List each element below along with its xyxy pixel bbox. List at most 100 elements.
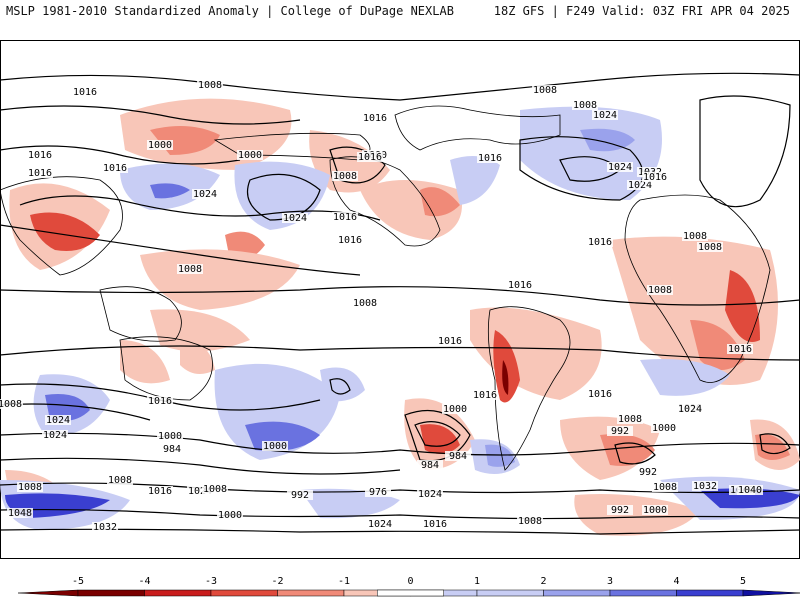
isobar-label: 1024 bbox=[283, 213, 307, 224]
isobar-label-bg bbox=[697, 242, 723, 252]
isobar bbox=[329, 146, 386, 184]
coastlines bbox=[0, 105, 771, 471]
isobar-label-bg bbox=[642, 505, 668, 515]
colorbar-tick-label: -2 bbox=[271, 576, 283, 587]
isobar-label-bg bbox=[517, 516, 543, 526]
isobar-label: 1024 bbox=[43, 430, 67, 441]
isobar-label-bg bbox=[422, 519, 448, 529]
colorbar-tick-label: 1 bbox=[474, 576, 480, 587]
isobar-label-bg bbox=[217, 510, 243, 520]
isobar-label-bg bbox=[187, 486, 213, 496]
isobar-label-bg bbox=[17, 482, 43, 492]
isobar-label: 1024 bbox=[188, 486, 212, 497]
coastline bbox=[119, 336, 213, 401]
isobar-label: 1016 bbox=[358, 152, 382, 163]
isobar-label-bg bbox=[92, 522, 118, 532]
isobar-label: 984 bbox=[163, 444, 181, 455]
isobar bbox=[759, 433, 791, 455]
isobar-label: 984 bbox=[421, 460, 439, 471]
isobar bbox=[0, 457, 401, 475]
isobar-label-bg bbox=[472, 390, 498, 400]
isobar bbox=[699, 95, 791, 208]
anomaly-region bbox=[502, 360, 509, 395]
isobar-label: 1016 bbox=[588, 237, 612, 248]
isobar-label: 1000 bbox=[148, 140, 172, 151]
isobar-label-bg bbox=[177, 264, 203, 274]
anomaly-region bbox=[150, 309, 250, 352]
anomaly-region bbox=[420, 424, 460, 454]
anomaly-region bbox=[320, 367, 365, 402]
colorbar-bin bbox=[676, 589, 744, 597]
coastline bbox=[329, 156, 441, 247]
isobar-label-bg bbox=[72, 87, 98, 97]
isobar-label: 1000 bbox=[238, 150, 262, 161]
isobar-label-bg bbox=[27, 168, 53, 178]
isobar-label-bg bbox=[102, 163, 128, 173]
isobar-label-bg bbox=[42, 430, 68, 440]
isobar-label: 1008 bbox=[198, 80, 222, 91]
isobar bbox=[414, 421, 461, 447]
isobar-label: 1016 bbox=[423, 519, 447, 530]
colorbar-bin bbox=[476, 589, 544, 597]
isobar-label: 1024 bbox=[418, 489, 442, 500]
coastline bbox=[99, 286, 182, 342]
isobar-label: 1008 bbox=[618, 414, 642, 425]
isobar-label-bg bbox=[445, 451, 471, 461]
isobar bbox=[0, 482, 800, 494]
isobar-label: 992 bbox=[291, 490, 309, 501]
isobar-label-bg bbox=[737, 485, 763, 495]
isobar-label-bg bbox=[282, 213, 308, 223]
isobar bbox=[0, 345, 800, 361]
isobar-label: 984 bbox=[449, 451, 467, 462]
anomaly-region bbox=[485, 444, 515, 467]
isobar-label: 1000 bbox=[158, 431, 182, 442]
isobar bbox=[0, 508, 800, 520]
isobar-label: 1016 bbox=[73, 87, 97, 98]
isobar-label: 1008 bbox=[683, 231, 707, 242]
isobar-label: 1016 bbox=[28, 150, 52, 161]
model-run-info: 18Z GFS | F249 Valid: 03Z FRI APR 04 202… bbox=[493, 4, 790, 18]
isobar-labels: 1016 1008 1016 1016 1016 1016 1008 1000 1000 1000… bbox=[0, 80, 763, 533]
isobar-label: 992 bbox=[639, 467, 657, 478]
anomaly-region bbox=[45, 394, 90, 422]
isobar-label: 1016 bbox=[473, 390, 497, 401]
isobar-label-bg bbox=[107, 475, 133, 485]
isobar-label: 1000 bbox=[263, 441, 287, 452]
isobar-label-bg bbox=[197, 80, 223, 90]
isobar-label: 1024 bbox=[193, 189, 217, 200]
isobar-label-bg bbox=[682, 231, 708, 241]
isobar-label: 976 bbox=[369, 487, 387, 498]
isobar-label-bg bbox=[147, 396, 173, 406]
isobar-label: 1016 bbox=[438, 336, 462, 347]
isobar-label-bg bbox=[507, 280, 533, 290]
isobar-label: 1024 bbox=[678, 404, 702, 415]
isobar-label-bg bbox=[337, 235, 363, 245]
isobar-label: 1008 bbox=[108, 475, 132, 486]
isobar-label: 1000 bbox=[652, 423, 676, 434]
isobar-label-bg bbox=[587, 237, 613, 247]
isobar-label-bg bbox=[157, 431, 183, 441]
isobar-label: 1024 bbox=[628, 180, 652, 191]
isobar-label-bg bbox=[237, 150, 263, 160]
isobar-label: 1024 bbox=[368, 519, 392, 530]
colorbar-tick-label: 3 bbox=[607, 576, 613, 587]
isobar-label-bg bbox=[651, 423, 677, 433]
isobar-label: 1024 bbox=[46, 415, 70, 426]
isobar-label: 1016 bbox=[478, 153, 502, 164]
isobar-label: 1008 bbox=[203, 484, 227, 495]
colorbar: -5 -4 -3 -2 -1 0 1 2 3 4 5 bbox=[0, 572, 800, 600]
isobar-label: 1008 bbox=[18, 482, 42, 493]
isobar-label-bg bbox=[147, 140, 173, 150]
isobar-label: 1016 bbox=[103, 163, 127, 174]
colorbar-tick-label: -3 bbox=[205, 576, 217, 587]
isobar-label-bg bbox=[635, 467, 661, 477]
isobar-label: 1016 bbox=[333, 212, 357, 223]
anomaly-region bbox=[450, 156, 500, 205]
colorbar-tick-label: 4 bbox=[673, 576, 679, 587]
isobar-label-bg bbox=[642, 172, 668, 182]
isobar-label-bg bbox=[437, 336, 463, 346]
anomaly-map: 1016 1008 1016 1016 1016 1016 1008 1000 1000 1000… bbox=[0, 40, 800, 559]
isobar-label: 1016 bbox=[148, 486, 172, 497]
isobar-label: 1000 bbox=[443, 404, 467, 415]
isobar-label: 1008 bbox=[353, 298, 377, 309]
